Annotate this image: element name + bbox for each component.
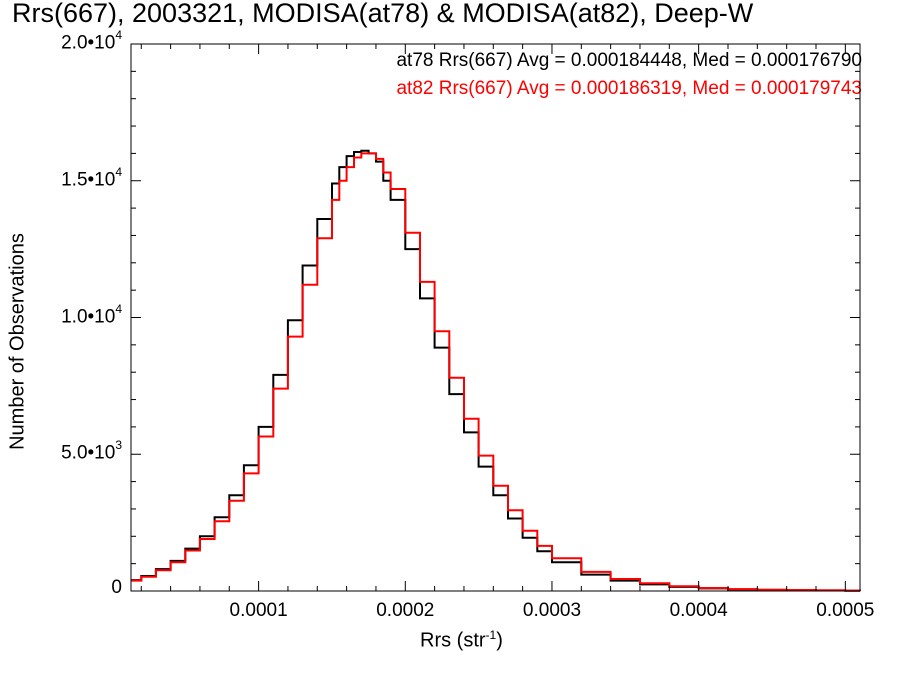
plot-title: Rrs(667), 2003321, MODISA(at78) & MODISA… <box>12 0 754 28</box>
series-line-at82 <box>131 152 861 592</box>
y-tick-exp: 4 <box>115 164 122 179</box>
y-tick-base: 1.5•10 <box>61 169 116 191</box>
y-tick-exp: 3 <box>115 438 122 453</box>
stat-at82: at82 Rrs(667) Avg = 0.000186319, Med = 0… <box>396 78 862 99</box>
x-axis-label: Rrs (str-1) <box>420 628 503 653</box>
y-tick-label: 2.0•104 <box>61 28 122 54</box>
series-line-at78 <box>131 149 861 592</box>
plot-frame <box>130 43 861 592</box>
x-tick-label: 0.0002 <box>376 600 435 621</box>
y-tick-base: 1.0•10 <box>61 305 116 327</box>
y-tick-label: 1.5•104 <box>61 164 122 191</box>
stat-at78: at78 Rrs(667) Avg = 0.000184448, Med = 0… <box>396 50 862 71</box>
x-tick-label: 0.0005 <box>816 600 875 621</box>
y-tick-label: 1.0•104 <box>61 301 122 328</box>
y-tick-base: 2.0•10 <box>61 32 116 54</box>
tick-layer <box>131 43 860 592</box>
y-tick-base: 5.0•10 <box>61 442 116 464</box>
x-axis-label-end: ) <box>496 629 503 652</box>
x-tick-label: 0.0001 <box>229 600 288 621</box>
y-tick-label: 5.0•103 <box>61 438 122 464</box>
x-axis-label-text: Rrs (str <box>420 629 486 652</box>
series-layer <box>131 149 861 592</box>
x-tick-label: 0.0003 <box>522 600 582 621</box>
x-tick-label: 0.0004 <box>669 600 728 621</box>
y-tick-label: 0 <box>111 577 122 599</box>
y-tick-exp: 4 <box>115 28 122 42</box>
y-tick-base: 0 <box>111 577 122 598</box>
x-axis-label-exp: -1 <box>485 628 497 642</box>
y-tick-exp: 4 <box>115 301 122 316</box>
